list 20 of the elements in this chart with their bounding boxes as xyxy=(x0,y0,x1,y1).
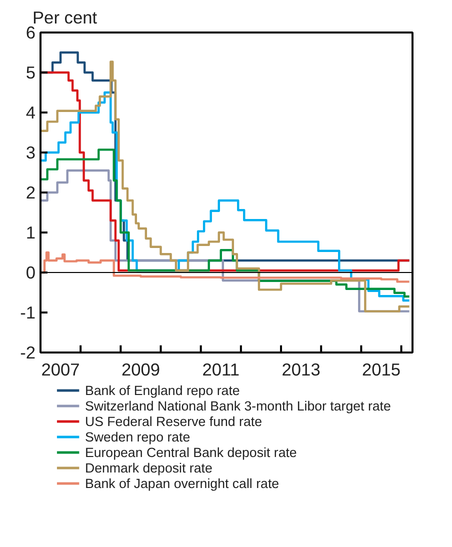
legend-label: Denmark deposit rate xyxy=(84,460,212,476)
x-tick-label: 2015 xyxy=(362,360,401,380)
y-tick-label: 3 xyxy=(26,142,36,162)
legend-label: European Central Bank deposit rate xyxy=(84,445,297,460)
y-tick-label: 0 xyxy=(26,262,36,282)
legend-label: Switzerland National Bank 3-month Libor target rate xyxy=(84,398,391,414)
y-tick-label: 5 xyxy=(26,62,36,82)
y-tick-label: -2 xyxy=(20,342,36,362)
x-tick-label: 2007 xyxy=(41,360,80,380)
y-tick-label: -1 xyxy=(20,302,36,322)
legend-label: Bank of England repo rate xyxy=(84,383,240,398)
y-tick-label: 2 xyxy=(26,182,36,202)
legend-label: Sweden repo rate xyxy=(84,430,190,444)
y-tick-label: 1 xyxy=(26,222,36,242)
x-tick-label: 2013 xyxy=(282,360,320,380)
legend-label: Bank of Japan overnight call rate xyxy=(84,476,280,491)
legend-label: US Federal Reserve fund rate xyxy=(84,414,262,429)
x-tick-label: 2011 xyxy=(202,360,240,380)
y-tick-label: 4 xyxy=(26,102,36,122)
x-tick-label: 2009 xyxy=(121,360,160,380)
